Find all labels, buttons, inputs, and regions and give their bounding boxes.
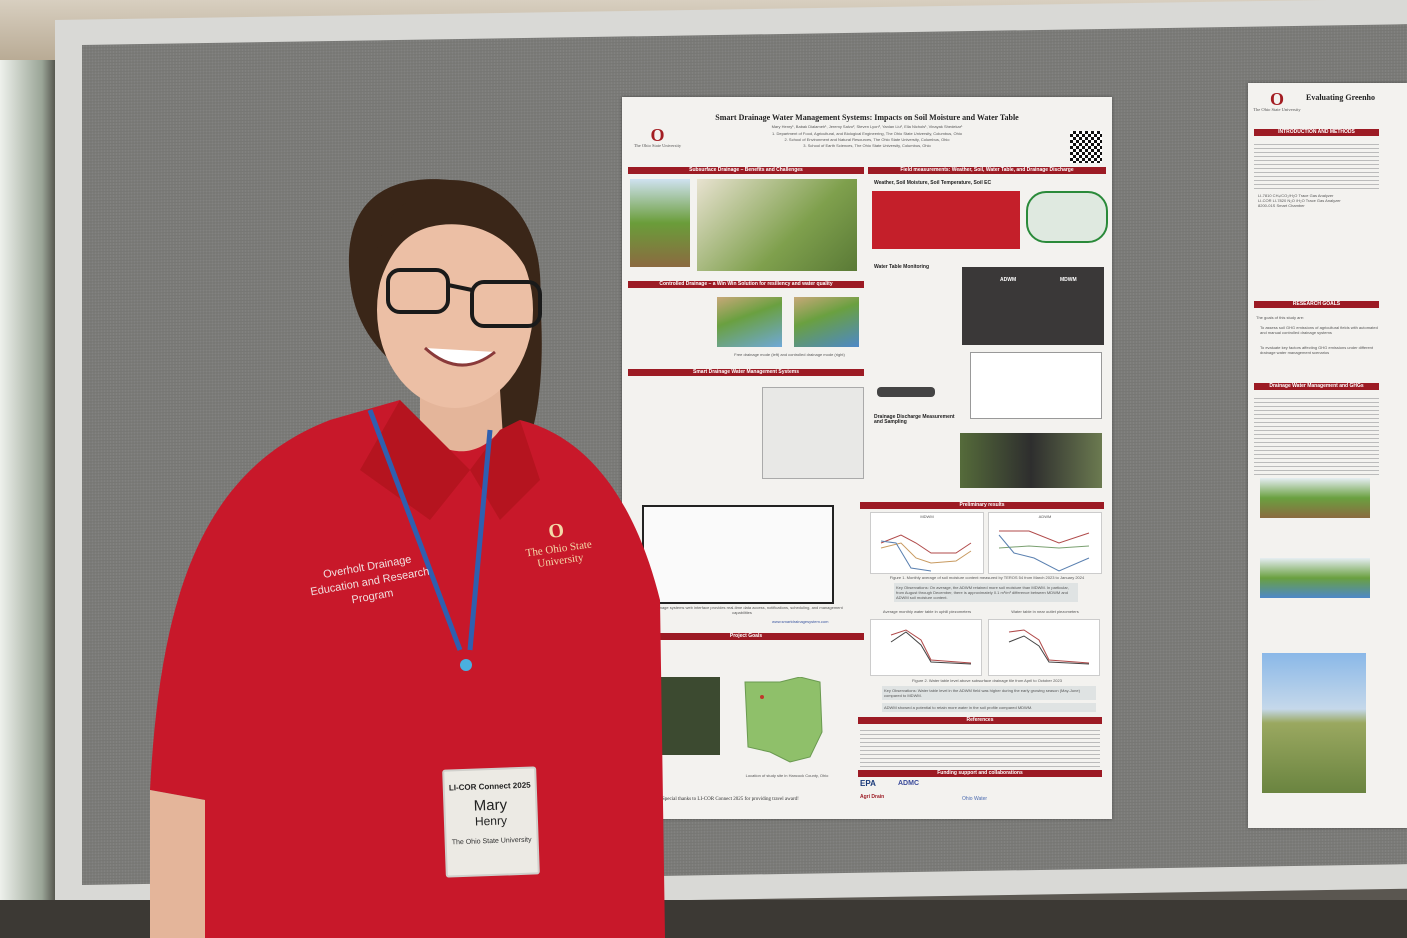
section-dwm-ghg: Drainage Water Management and GHGs (1254, 383, 1379, 390)
controlled-drainage-image (794, 297, 859, 347)
chart-mdwm-title: MDWM (920, 514, 934, 519)
thanks-note: Special thanks to LI-COR Connect 2025 fo… (662, 797, 799, 802)
subhead-water-table: Water Table Monitoring (874, 264, 929, 270)
chart3-title: Average monthly water table in uphill pi… (882, 609, 972, 614)
chart-adwm-lines (998, 530, 1090, 572)
right-poster: O The Ohio State University Evaluating Gr… (1248, 83, 1407, 828)
subhead-discharge: Drainage Discharge Measurement and Sampl… (874, 414, 955, 425)
osu-logo-right: O The Ohio State University (1253, 89, 1301, 112)
section-smart: Smart Drainage Water Management Systems (628, 369, 864, 376)
badge-affiliation: The Ohio State University (451, 836, 532, 847)
figure1-caption: Figure 1. Monthly average of soil moistu… (889, 575, 1085, 580)
section-research-goals: RESEARCH GOALS (1254, 301, 1379, 308)
key-observations-3: ADWM showed a potential to retain more w… (882, 703, 1096, 712)
section-controlled: Controlled Drainage – a Win Win Solution… (628, 281, 864, 288)
face (377, 212, 533, 408)
qr-code (1070, 131, 1102, 163)
arm-left (150, 790, 205, 938)
smile (423, 346, 496, 367)
main-poster: O The Ohio State University Smart Drainag… (622, 97, 1112, 819)
field-map-photo: ADWM MDWM (962, 267, 1104, 345)
chart3-lines (890, 629, 972, 665)
section-intro: INTRODUCTION AND METHODS (1254, 129, 1379, 136)
drainage-illustrations (697, 179, 857, 271)
badge-event: LI-COR Connect 2025 (448, 780, 531, 793)
section-subsurface: Subsurface Drainage – Benefits and Chall… (628, 167, 864, 174)
drainage-figure-2 (1260, 558, 1370, 598)
chart-adwm-title: ADWM (1038, 514, 1052, 519)
cloud-interface-image (1026, 191, 1108, 243)
admc-logo: ADMC (898, 780, 919, 787)
agri-drain-logo: Agri Drain (860, 794, 885, 800)
water-level-logger (877, 387, 935, 397)
lanyard (367, 409, 493, 651)
epa-logo: EPA (860, 779, 876, 788)
glasses-icon (386, 268, 542, 328)
discharge-photos (960, 433, 1102, 488)
goal-2: To evaluate key factors affecting GHG em… (1260, 345, 1374, 355)
web-interface-screenshot (642, 505, 834, 604)
affiliation-1: 1. Department of Food, Agricultural, and… (772, 131, 962, 136)
badge-last-name: Henry (474, 813, 508, 829)
controlled-caption: Free drainage mode (left) and controlled… (734, 352, 845, 357)
section-funding: Funding support and collaborations (858, 770, 1102, 777)
osu-logo: O The Ohio State University (633, 125, 682, 148)
poster-title: Smart Drainage Water Management Systems:… (715, 113, 1019, 122)
sensor-photo (872, 191, 1020, 249)
lanyard-clip (460, 659, 472, 671)
hobo-data-chart (970, 352, 1102, 419)
intro-item-2: LI-COR LI-7820 N₂O /H₂O Trace Gas Analyz… (1258, 198, 1341, 203)
chart4-lines (1008, 629, 1090, 665)
chart-adwm: ADWM (988, 512, 1102, 574)
location-caption: Location of study site in Hancock County… (745, 773, 829, 778)
chart-water-table-outlet (988, 619, 1100, 676)
chart4-title: Water table in near outlet piezometers (1011, 609, 1079, 614)
satellite-field-image (652, 677, 720, 755)
free-drainage-image (717, 297, 782, 347)
key-observations-2: Key Observations: Water table level in t… (882, 686, 1096, 700)
section-references: References (858, 717, 1102, 724)
intro-text (1254, 141, 1379, 191)
hair-top (373, 187, 538, 300)
affiliation-2: 2. School of Environment and Natural Res… (784, 137, 950, 142)
key-observations-1: Key Observations: On average, the ADWM r… (894, 583, 1078, 602)
control-unit-diagram (762, 387, 864, 479)
shirt-collar (360, 400, 540, 520)
chart-mdwm-lines (880, 534, 972, 572)
field-photo (1262, 653, 1366, 793)
figure2-caption: Figure 2. Water table level above subsur… (912, 678, 1062, 683)
section-field: Field measurements: Weather, Soil, Water… (868, 167, 1106, 174)
label-adwm: ADWM (1000, 277, 1017, 283)
window-background (0, 60, 60, 938)
chart-water-table-uphill (870, 619, 982, 676)
intro-item-1: LI-7810 CH₄/CO₂/H₂O Trace Gas Analyzer (1258, 193, 1334, 198)
drainage-figure-1 (1260, 478, 1370, 518)
label-mdwm: MDWM (1060, 277, 1077, 283)
intro-item-3: 8200-01S Smart Chamber (1258, 203, 1305, 208)
right-poster-title: Evaluating Greenho (1306, 93, 1375, 102)
name-badge: LI-COR Connect 2025 Mary Henry The Ohio … (442, 766, 540, 878)
subhead-weather: Weather, Soil Moisture, Soil Temperature… (874, 180, 992, 186)
section-prelim: Preliminary results (860, 502, 1104, 509)
website-link[interactable]: www.smartdrainagesystem.com (772, 619, 829, 624)
section-goals: Project Goals (628, 633, 864, 640)
goals-intro: The goals of this study are: (1256, 315, 1305, 320)
references-list (860, 727, 1100, 767)
poster-authors: Mary Henry¹, Babak Dialameh¹, Jeremy Sal… (771, 124, 963, 129)
goal-1: To assess soil GHG emissions of agricult… (1260, 325, 1378, 335)
drainage-diagram (630, 179, 690, 267)
dwm-text (1254, 395, 1379, 475)
affiliation-3: 3. School of Earth Sciences, The Ohio St… (803, 143, 931, 148)
interface-caption: Smart drainage systems web interface pro… (641, 605, 843, 615)
chart-mdwm: MDWM (870, 512, 984, 574)
ohio-map (744, 677, 823, 763)
ohio-water-logo: Ohio Water (962, 796, 988, 802)
